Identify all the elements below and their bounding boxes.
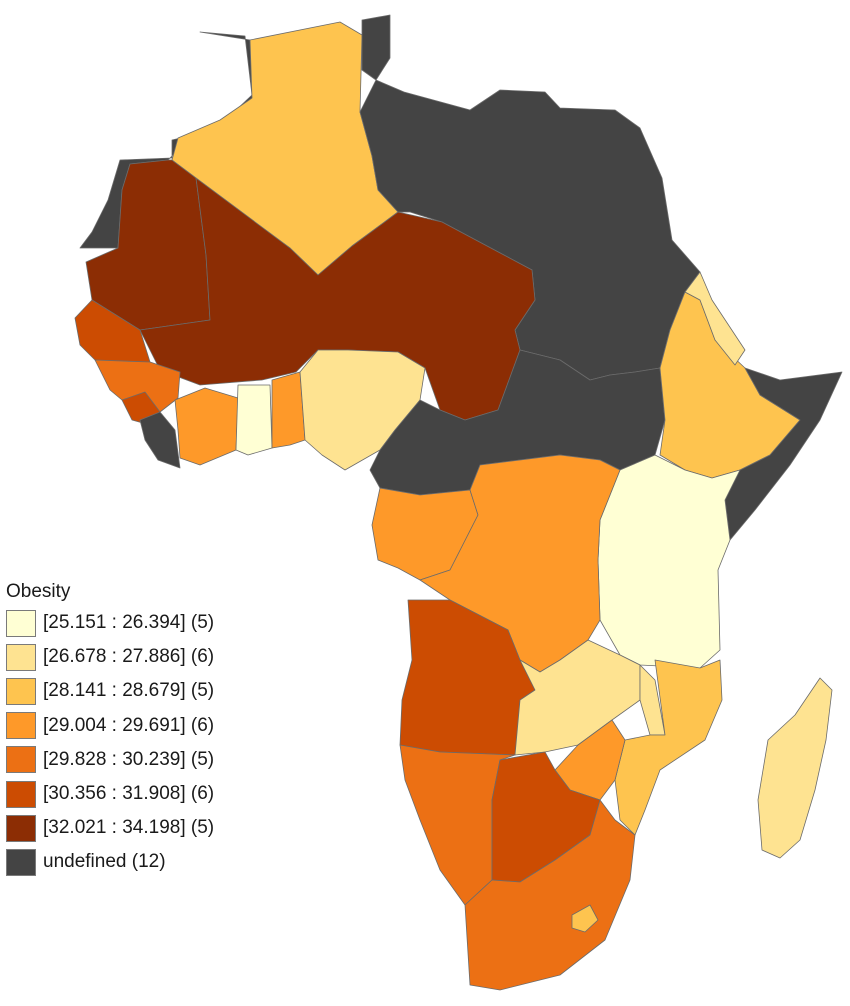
legend-label: [26.678 : 27.886] (6) xyxy=(43,646,215,668)
legend-label: [25.151 : 26.394] (5) xyxy=(43,612,215,634)
region-east-africa xyxy=(597,454,741,669)
legend-label: [28.141 : 28.679] (5) xyxy=(43,680,215,702)
legend-swatch xyxy=(6,643,36,671)
region-eritrea xyxy=(684,271,746,366)
region-tunisia xyxy=(361,14,391,81)
legend-entry: [30.356 : 31.908] (6) xyxy=(6,777,266,811)
legend-label: undefined (12) xyxy=(43,851,166,873)
legend-swatch xyxy=(6,746,36,774)
legend-label: [29.828 : 30.239] (5) xyxy=(43,748,215,770)
legend-swatch xyxy=(6,814,36,842)
legend-label: [32.021 : 34.198] (5) xyxy=(43,817,215,839)
legend-swatch xyxy=(6,677,36,705)
legend-label: [29.004 : 29.691] (6) xyxy=(43,714,215,736)
legend-label: [30.356 : 31.908] (6) xyxy=(43,783,215,805)
region-south-africa xyxy=(464,799,636,991)
legend-entry: [26.678 : 27.886] (6) xyxy=(6,640,266,674)
region-ghana xyxy=(174,387,239,466)
region-guinea-coast xyxy=(94,359,181,413)
legend-swatch xyxy=(6,609,36,637)
legend-entry: [28.141 : 28.679] (5) xyxy=(6,674,266,708)
legend-entry: [29.004 : 29.691] (6) xyxy=(6,709,266,743)
region-togo xyxy=(235,384,273,456)
region-madagascar xyxy=(757,677,833,859)
region-lesotho xyxy=(571,904,599,933)
legend-entry: undefined (12) xyxy=(6,845,266,879)
region-mozambique xyxy=(614,659,723,836)
legend-entry: [32.021 : 34.198] (5) xyxy=(6,811,266,845)
map-legend: Obesity [25.151 : 26.394] (5) [26.678 : 2… xyxy=(6,578,266,880)
region-benin xyxy=(271,371,306,449)
region-zambia xyxy=(514,639,641,756)
region-cote-divoire xyxy=(139,411,181,469)
legend-entry: [29.828 : 30.239] (5) xyxy=(6,743,266,777)
legend-swatch xyxy=(6,848,36,876)
legend-title: Obesity xyxy=(6,581,71,602)
legend-swatch xyxy=(6,780,36,808)
legend-entry: [25.151 : 26.394] (5) xyxy=(6,606,266,640)
legend-swatch xyxy=(6,712,36,740)
